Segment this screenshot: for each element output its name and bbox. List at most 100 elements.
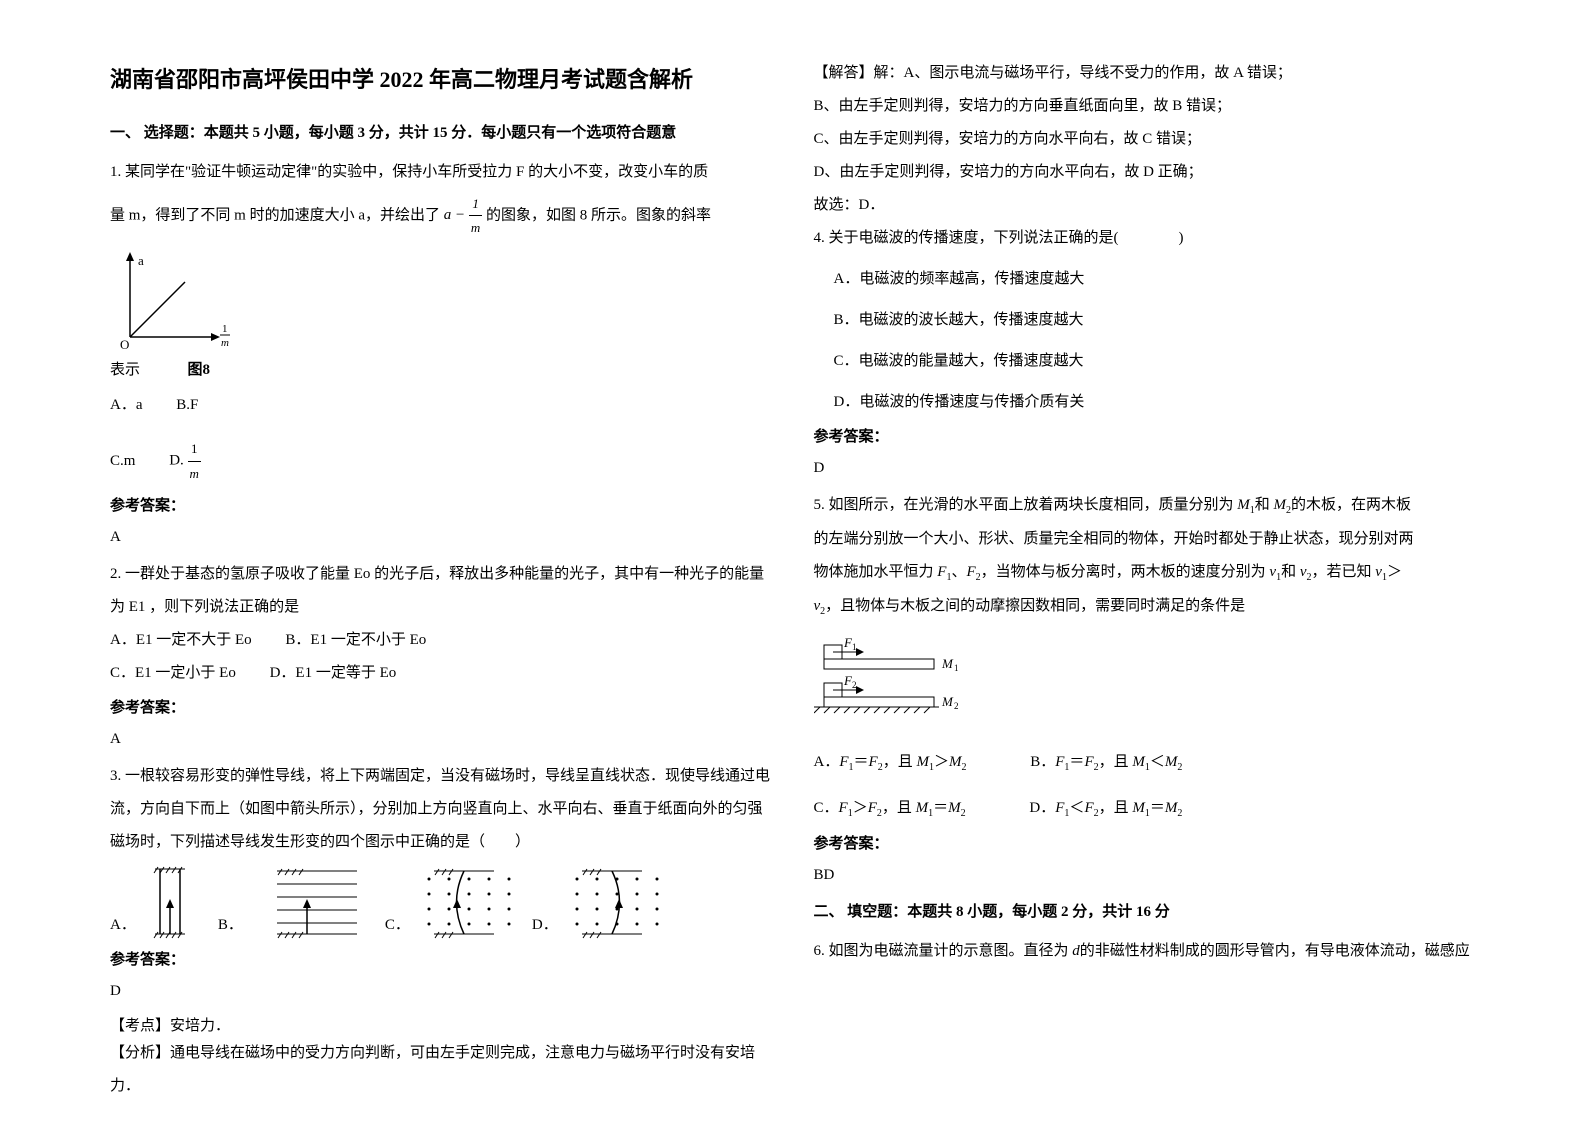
q5-figure: F1 M1 F2 M2	[814, 635, 1478, 735]
question-3: 3. 一根较容易形变的弹性导线，将上下两端固定，当没有磁场时，导线呈直线状态．现…	[110, 763, 774, 1100]
q5-row2: C．F1＞F2，且 M1＝M2 D．F1＜F2，且 M1＝M2	[814, 795, 1478, 823]
q1-text2-pre: 量 m，得到了不同 m 时的加速度大小 a，并绘出了	[110, 207, 440, 223]
explain4: D、由左手定则判得，安培力的方向水平向右，故 D 正确；	[814, 159, 1478, 186]
q1-text3: 表示	[110, 362, 140, 378]
q5-l1-m2: M	[1274, 497, 1287, 513]
svg-text:M: M	[941, 656, 954, 671]
exam-title: 湖南省邵阳市高坪侯田中学 2022 年高二物理月考试题含解析	[110, 60, 774, 100]
left-column: 湖南省邵阳市高坪侯田中学 2022 年高二物理月考试题含解析 一、 选择题：本题…	[90, 60, 794, 1062]
q2-row1: A．E1 一定不大于 Eo B．E1 一定不小于 Eo	[110, 627, 774, 654]
explain5: 故选：D．	[814, 192, 1478, 219]
q2-row2: C．E1 一定小于 Eo D．E1 一定等于 Eo	[110, 660, 774, 687]
q3-optA: A．	[110, 912, 136, 939]
q2-optD: D．E1 一定等于 Eo	[270, 660, 397, 687]
q5-line4: v2，且物体与木板之间的动摩擦因数相同，需要同时满足的条件是	[814, 593, 1478, 621]
q2-text2: 为 E1 ，则下列说法正确的是	[110, 594, 774, 621]
q3-options: A． B．	[110, 864, 774, 939]
q3-figD	[562, 864, 662, 939]
q4-text: 4. 关于电磁波的传播速度，下列说法正确的是( )	[814, 225, 1478, 252]
q5-l3-mid3: 和	[1281, 564, 1300, 580]
section1-header: 一、 选择题：本题共 5 小题，每小题 3 分，共计 15 分．每小题只有一个选…	[110, 120, 774, 147]
q1-figlabel: 图8	[188, 362, 211, 378]
q3-answer: D	[110, 978, 774, 1005]
q1-optD-pre: D.	[169, 453, 184, 469]
q1-frac: 1 m	[469, 192, 482, 240]
q5-l3-v2: v	[1300, 564, 1307, 580]
q5-l3-mid2: ，当物体与板分离时，两木板的速度分别为	[981, 564, 1270, 580]
q1-text1: 1. 某同学在"验证牛顿运动定律"的实验中，保持小车所受拉力 F 的大小不变，改…	[110, 159, 774, 186]
q1-frac-num: 1	[469, 192, 482, 216]
q1-options-row2: C.m D. 1 m	[110, 437, 774, 485]
svg-text:1: 1	[852, 642, 857, 652]
q5-optC: C．F1＞F2，且 M1＝M2	[814, 795, 966, 823]
svg-text:2: 2	[954, 701, 959, 711]
q1-text2: 量 m，得到了不同 m 时的加速度大小 a，并绘出了 a − 1 m 的图象，如…	[110, 192, 774, 240]
q3-figA	[140, 864, 200, 939]
q3-optC: C．	[385, 912, 410, 939]
q1-figure: a O 1 m 表示 图8	[110, 247, 774, 384]
q5-l3-v1b: v	[1375, 564, 1382, 580]
q3-figB	[247, 864, 367, 939]
q3-optB-wrap: B．	[218, 864, 367, 939]
q1-optA: A．a	[110, 392, 143, 419]
q6-d: d	[1072, 943, 1080, 959]
q5-optD: D．F1＜F2，且 M1＝M2	[1029, 795, 1182, 823]
q1-answer: A	[110, 524, 774, 551]
q5-line2: 的左端分别放一个大小、形状、质量完全相同的物体，开始时都处于静止状态，现分别对两	[814, 526, 1478, 553]
q5-l4-post: ，且物体与木板之间的动摩擦因数相同，需要同时满足的条件是	[825, 598, 1245, 614]
q2-optB: B．E1 一定不小于 Eo	[285, 627, 426, 654]
right-column: 【解答】解：A、图示电流与磁场平行，导线不受力的作用，故 A 错误； B、由左手…	[794, 60, 1498, 1062]
q3-text3: 磁场时，下列描述导线发生形变的四个图示中正确的是（ ）	[110, 829, 774, 856]
q3-analysis2: 力．	[110, 1073, 774, 1100]
q1-text2-post: 的图象，如图 8 所示。图象的斜率	[486, 207, 711, 223]
q1-options-row1: A．a B.F	[110, 392, 774, 419]
q5-l1-m1: M	[1237, 497, 1250, 513]
q3-text2: 流，方向自下而上（如图中箭头所示），分别加上方向竖直向上、水平向右、垂直于纸面向…	[110, 796, 774, 823]
question-5: 5. 如图所示，在光滑的水平面上放着两块长度相同，质量分别为 M1和 M2的木板…	[814, 492, 1478, 889]
q3-analysis1: 【分析】通电导线在磁场中的受力方向判断，可由左手定则完成，注意电力与磁场平行时没…	[110, 1040, 774, 1067]
q4-optC: C．电磁波的能量越大，传播速度越大	[814, 348, 1478, 375]
q3-figC	[414, 864, 514, 939]
question-4: 4. 关于电磁波的传播速度，下列说法正确的是( ) A．电磁波的频率越高，传播速…	[814, 225, 1478, 482]
q3-optA-wrap: A．	[110, 864, 200, 939]
q2-text1: 2. 一群处于基态的氢原子吸收了能量 Eo 的光子后，释放出多种能量的光子，其中…	[110, 561, 774, 588]
q3-optB: B．	[218, 912, 243, 939]
q2-optC: C．E1 一定小于 Eo	[110, 660, 236, 687]
q5-l3-mid4: ，若已知	[1312, 564, 1376, 580]
fig8-svg: a O 1 m	[110, 247, 270, 357]
fig8-a-label: a	[138, 253, 144, 268]
q6-post: 的非磁性材料制成的圆形导管内，有导电液体流动，磁感应	[1080, 943, 1470, 959]
section2-header: 二、 填空题：本题共 8 小题，每小题 2 分，共计 16 分	[814, 899, 1478, 926]
q1-formula: a − 1 m	[444, 207, 486, 223]
q3-analysis-label: 【考点】安培力．	[110, 1013, 774, 1040]
q5-l3-mid1: 、	[951, 564, 966, 580]
q2-answer: A	[110, 726, 774, 753]
q4-answer: D	[814, 455, 1478, 482]
q5-l1-pre: 5. 如图所示，在光滑的水平面上放着两块长度相同，质量分别为	[814, 497, 1238, 513]
svg-text:M: M	[941, 694, 954, 709]
q5-optB: B．F1＝F2，且 M1＜M2	[1030, 749, 1182, 777]
svg-text:2: 2	[852, 680, 857, 690]
q5-svg: F1 M1 F2 M2	[814, 635, 984, 725]
svg-text:1: 1	[954, 663, 959, 673]
q5-line3: 物体施加水平恒力 F1、F2，当物体与板分离时，两木板的速度分别为 v1和 v2…	[814, 559, 1478, 587]
q2-optA: A．E1 一定不大于 Eo	[110, 627, 252, 654]
q1-text3-row: 表示 图8	[110, 357, 774, 384]
q6-pre: 6. 如图为电磁流量计的示意图。直径为	[814, 943, 1073, 959]
q3-optD-wrap: D．	[532, 864, 662, 939]
q5-l3-gt: ＞	[1387, 564, 1402, 580]
q5-l1-mid1: 和	[1255, 497, 1274, 513]
q1-answer-label: 参考答案：	[110, 493, 774, 520]
fig8-x-num: 1	[222, 323, 228, 335]
q4-optA: A．电磁波的频率越高，传播速度越大	[814, 266, 1478, 293]
q1-optD-num: 1	[188, 437, 201, 461]
q5-optA: A．F1＝F2，且 M1＞M2	[814, 749, 967, 777]
q1-optB: B.F	[176, 392, 198, 419]
explain2: B、由左手定则判得，安培力的方向垂直纸面向里，故 B 错误；	[814, 93, 1478, 120]
explain1: 【解答】解：A、图示电流与磁场平行，导线不受力的作用，故 A 错误；	[814, 60, 1478, 87]
q4-optD: D．电磁波的传播速度与传播介质有关	[814, 389, 1478, 416]
q1-optD-den: m	[188, 462, 201, 485]
q1-frac-den: m	[469, 216, 482, 239]
q2-answer-label: 参考答案：	[110, 695, 774, 722]
q1-optD-frac: 1 m	[188, 437, 201, 485]
